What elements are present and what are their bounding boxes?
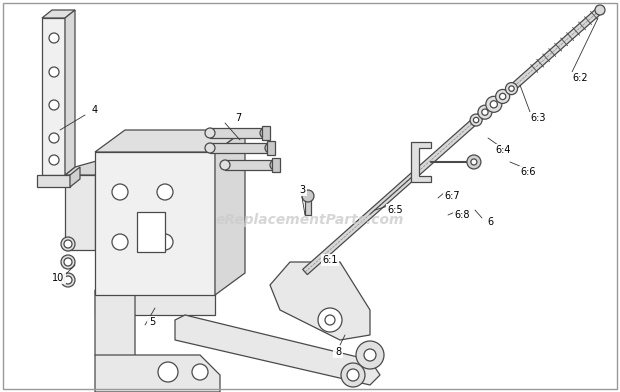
Circle shape (474, 117, 479, 123)
Circle shape (356, 341, 384, 369)
Polygon shape (95, 290, 215, 315)
Circle shape (49, 33, 59, 43)
Text: 8: 8 (335, 347, 341, 357)
Circle shape (495, 89, 510, 103)
Polygon shape (70, 167, 80, 187)
Circle shape (595, 5, 605, 15)
Circle shape (467, 155, 481, 169)
Circle shape (49, 133, 59, 143)
Polygon shape (95, 355, 220, 392)
Circle shape (112, 184, 128, 200)
Polygon shape (270, 262, 370, 340)
Text: 6:5: 6:5 (387, 205, 403, 215)
Polygon shape (225, 160, 275, 170)
Polygon shape (42, 18, 65, 175)
Text: eReplacementParts.com: eReplacementParts.com (216, 213, 404, 227)
Circle shape (482, 109, 488, 115)
Text: 6:8: 6:8 (454, 210, 470, 220)
Bar (137, 212, 165, 252)
Polygon shape (175, 315, 380, 385)
Text: 4: 4 (92, 105, 98, 115)
Text: 6:4: 6:4 (495, 145, 511, 155)
Text: 10: 10 (52, 273, 64, 283)
Circle shape (220, 160, 230, 170)
Polygon shape (305, 196, 311, 215)
Text: 6: 6 (487, 217, 493, 227)
Circle shape (270, 160, 280, 170)
Text: 3: 3 (299, 185, 305, 195)
Circle shape (302, 190, 314, 202)
Circle shape (471, 159, 477, 165)
Circle shape (49, 155, 59, 165)
Text: 5: 5 (149, 317, 155, 327)
Bar (267, 141, 275, 155)
Bar (262, 126, 270, 140)
Circle shape (325, 315, 335, 325)
Polygon shape (411, 142, 431, 182)
Circle shape (192, 364, 208, 380)
Circle shape (470, 114, 482, 126)
Polygon shape (210, 143, 270, 153)
Circle shape (260, 128, 270, 138)
Circle shape (205, 128, 215, 138)
Text: 6:3: 6:3 (530, 113, 546, 123)
Polygon shape (95, 130, 245, 152)
Text: 6:1: 6:1 (322, 255, 338, 265)
Circle shape (478, 105, 492, 119)
Circle shape (61, 273, 75, 287)
Circle shape (49, 100, 59, 110)
Polygon shape (37, 175, 70, 187)
Polygon shape (42, 10, 75, 18)
Circle shape (490, 101, 497, 108)
Circle shape (341, 363, 365, 387)
Circle shape (49, 67, 59, 77)
Circle shape (509, 86, 514, 91)
Text: 7: 7 (235, 113, 241, 123)
Polygon shape (215, 130, 245, 295)
Circle shape (500, 93, 506, 100)
Polygon shape (65, 153, 125, 175)
Circle shape (112, 234, 128, 250)
Text: 6:2: 6:2 (572, 73, 588, 83)
Circle shape (347, 369, 359, 381)
Text: 6:6: 6:6 (520, 167, 536, 177)
Circle shape (64, 258, 72, 266)
Circle shape (318, 308, 342, 332)
Circle shape (61, 255, 75, 269)
Bar (272, 158, 280, 172)
Circle shape (157, 184, 173, 200)
Circle shape (265, 143, 275, 153)
Circle shape (157, 234, 173, 250)
Polygon shape (65, 175, 95, 250)
Polygon shape (210, 128, 265, 138)
Polygon shape (303, 7, 602, 275)
Polygon shape (65, 10, 75, 175)
Circle shape (64, 276, 72, 284)
Circle shape (505, 83, 518, 94)
Polygon shape (95, 290, 135, 375)
Circle shape (64, 240, 72, 248)
Circle shape (205, 143, 215, 153)
Text: 6:7: 6:7 (444, 191, 460, 201)
Circle shape (158, 362, 178, 382)
Circle shape (364, 349, 376, 361)
Circle shape (61, 237, 75, 251)
Circle shape (486, 96, 502, 113)
Polygon shape (95, 152, 215, 295)
